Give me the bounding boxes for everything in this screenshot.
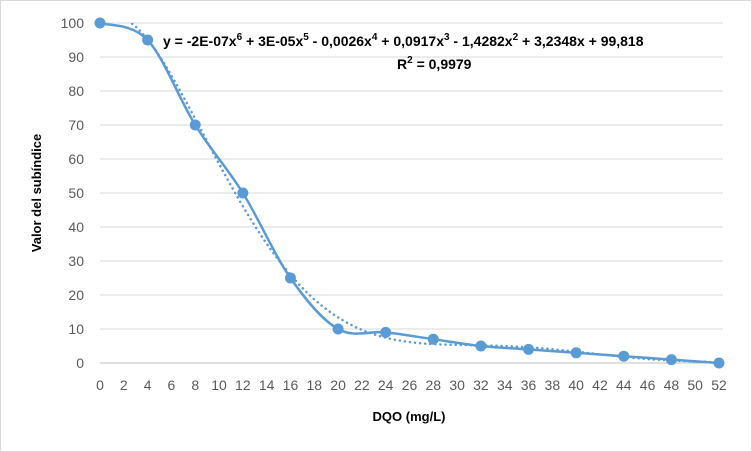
y-tick-label: 30 xyxy=(68,253,84,269)
data-point xyxy=(618,350,630,362)
data-point xyxy=(475,340,487,352)
trendline xyxy=(98,23,721,364)
y-axis-title: Valor del subíndice xyxy=(29,134,44,252)
y-tick-label: 100 xyxy=(61,15,85,31)
r-squared-label: R2 = 0,9979 xyxy=(397,55,472,72)
data-point xyxy=(570,347,582,359)
data-point xyxy=(380,326,392,338)
x-tick-label: 40 xyxy=(568,377,584,393)
y-tick-label: 10 xyxy=(68,321,84,337)
x-tick-label: 46 xyxy=(640,377,656,393)
data-point xyxy=(713,357,725,369)
x-tick-label: 16 xyxy=(283,377,299,393)
x-tick-label: 0 xyxy=(96,377,104,393)
x-tick-label: 52 xyxy=(711,377,727,393)
series-markers xyxy=(94,17,725,369)
x-tick-label: 28 xyxy=(426,377,442,393)
x-tick-label: 26 xyxy=(402,377,418,393)
x-tick-label: 18 xyxy=(306,377,322,393)
x-tick-label: 48 xyxy=(664,377,680,393)
x-tick-label: 34 xyxy=(497,377,513,393)
trendline-equation: y = -2E-07x6 + 3E-05x5 - 0,0026x4 + 0,09… xyxy=(163,32,644,49)
x-tick-label: 22 xyxy=(354,377,370,393)
y-tick-label: 0 xyxy=(76,355,84,371)
x-tick-label: 44 xyxy=(616,377,632,393)
x-tick-label: 30 xyxy=(449,377,465,393)
x-tick-label: 6 xyxy=(168,377,176,393)
data-point xyxy=(284,272,296,284)
x-tick-label: 24 xyxy=(378,377,394,393)
x-tick-label: 4 xyxy=(144,377,152,393)
y-tick-label: 20 xyxy=(68,287,84,303)
data-point xyxy=(237,187,249,199)
data-point xyxy=(523,343,535,355)
y-tick-label: 90 xyxy=(68,49,84,65)
x-tick-label: 10 xyxy=(211,377,227,393)
x-tick-label: 32 xyxy=(473,377,489,393)
x-tick-label: 20 xyxy=(330,377,346,393)
y-tick-label: 60 xyxy=(68,151,84,167)
x-tick-label: 14 xyxy=(259,377,275,393)
x-tick-label: 50 xyxy=(687,377,703,393)
data-point xyxy=(189,119,201,131)
gridlines xyxy=(100,22,723,364)
y-tick-label: 80 xyxy=(68,83,84,99)
y-tick-label: 40 xyxy=(68,219,84,235)
x-tick-labels: 0 2 4 6 8 10 12 14 16 18 20 22 24 26 28 30 32 34 36 38 40 42 4… xyxy=(96,377,727,393)
x-tick-label: 38 xyxy=(545,377,561,393)
x-tick-label: 42 xyxy=(592,377,608,393)
x-axis-title: DQO (mg/L) xyxy=(373,409,446,424)
data-point xyxy=(427,333,439,345)
data-point xyxy=(665,354,677,366)
y-tick-label: 50 xyxy=(68,185,84,201)
y-tick-label: 70 xyxy=(68,117,84,133)
data-point xyxy=(332,323,344,335)
x-tick-label: 2 xyxy=(120,377,128,393)
x-tick-label: 12 xyxy=(235,377,251,393)
y-tick-labels: 0 10 20 30 40 50 60 70 80 90 100 xyxy=(61,15,85,371)
x-tick-label: 8 xyxy=(191,377,199,393)
data-point xyxy=(94,17,106,29)
x-tick-label: 36 xyxy=(521,377,537,393)
data-point xyxy=(142,34,154,46)
